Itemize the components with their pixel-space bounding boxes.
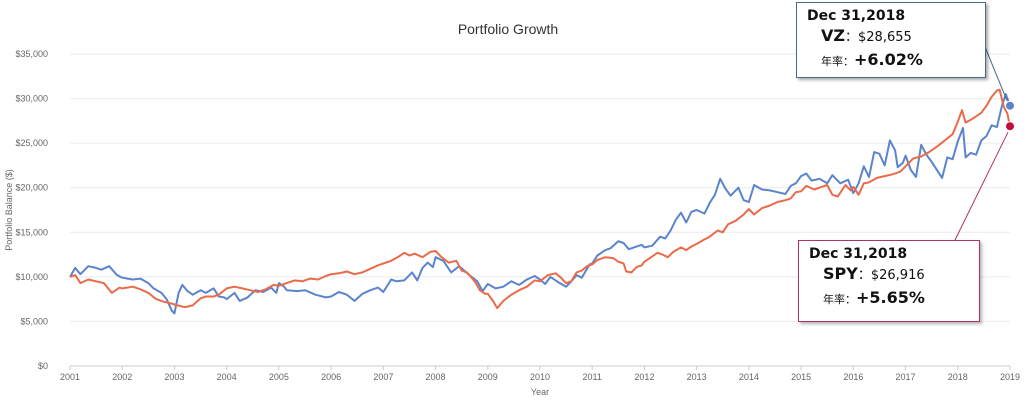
x-tick-label: 2002 <box>112 372 132 382</box>
endpoint-markers <box>1005 100 1015 132</box>
vz-leader-line <box>982 41 1008 101</box>
vz-callout: Dec 31,2018 VZ：$28,655 年率：+6.02% <box>796 2 986 78</box>
annotation-leaders <box>954 41 1009 241</box>
x-tick-label: 2013 <box>687 372 707 382</box>
vz-callout-ticker: VZ <box>821 26 845 45</box>
spy-callout-ticker: SPY <box>823 264 858 283</box>
x-axis-ticks: 2001 2002 2003 2004 2005 2006 2007 2008 2009 2010… <box>60 366 1020 382</box>
x-tick-label: 2019 <box>1000 372 1020 382</box>
y-tick-label: $10,000 <box>15 272 48 282</box>
spy-leader-line <box>954 131 1009 241</box>
spy-callout-value: $26,916 <box>870 268 925 283</box>
vz-callout-value: $28,655 <box>858 30 912 45</box>
y-tick-label: $5,000 <box>20 316 48 326</box>
spy-callout-rate-label: 年率 <box>823 293 845 306</box>
x-tick-label: 2005 <box>269 372 289 382</box>
x-tick-label: 2015 <box>791 372 811 382</box>
x-tick-label: 2001 <box>60 372 80 382</box>
spy-callout: Dec 31,2018 SPY：$26,916 年率：+5.65% <box>798 240 980 322</box>
vz-callout-rate: +6.02% <box>854 50 923 69</box>
y-tick-label: $30,000 <box>15 94 48 104</box>
y-axis-ticks: $0 $5,000 $10,000 $15,000 $20,000 $25,000 $30,… <box>15 49 48 371</box>
y-tick-label: $15,000 <box>15 227 48 237</box>
vz-callout-rate-row: 年率：+6.02% <box>821 50 923 69</box>
vz-callout-rate-label: 年率 <box>821 55 843 68</box>
x-tick-label: 2008 <box>426 372 446 382</box>
spy-callout-date: Dec 31,2018 <box>809 246 908 262</box>
y-tick-label: $20,000 <box>15 183 48 193</box>
endpoint-marker-spy <box>1005 121 1015 132</box>
x-tick-label: 2012 <box>634 372 654 382</box>
spy-callout-rate: +5.65% <box>856 288 925 307</box>
x-tick-label: 2018 <box>948 372 968 382</box>
x-tick-label: 2014 <box>739 372 759 382</box>
vz-callout-date: Dec 31,2018 <box>807 8 906 24</box>
x-tick-label: 2010 <box>530 372 550 382</box>
y-tick-label: $35,000 <box>15 49 48 59</box>
x-tick-label: 2006 <box>321 372 341 382</box>
series-line-spy <box>69 88 1011 310</box>
x-axis-title: Year <box>531 387 549 397</box>
x-tick-label: 2004 <box>217 372 237 382</box>
x-tick-label: 2017 <box>896 372 916 382</box>
x-tick-label: 2011 <box>583 372 602 382</box>
y-tick-label: $25,000 <box>15 138 48 148</box>
x-tick-label: 2016 <box>843 372 863 382</box>
endpoint-marker-vz <box>1005 100 1015 111</box>
y-axis-title: Portfolio Balance ($) <box>4 169 14 251</box>
chart-title: Portfolio Growth <box>458 21 558 37</box>
spy-callout-rate-row: 年率：+5.65% <box>823 288 925 307</box>
x-tick-label: 2009 <box>478 372 498 382</box>
series-lines <box>69 88 1011 315</box>
series-line-vz <box>69 93 1011 315</box>
x-tick-label: 2003 <box>164 372 184 382</box>
y-tick-label: $0 <box>38 361 48 371</box>
spy-callout-value-row: SPY：$26,916 <box>823 264 925 283</box>
x-tick-label: 2007 <box>373 372 393 382</box>
vz-callout-value-row: VZ：$28,655 <box>821 26 912 45</box>
